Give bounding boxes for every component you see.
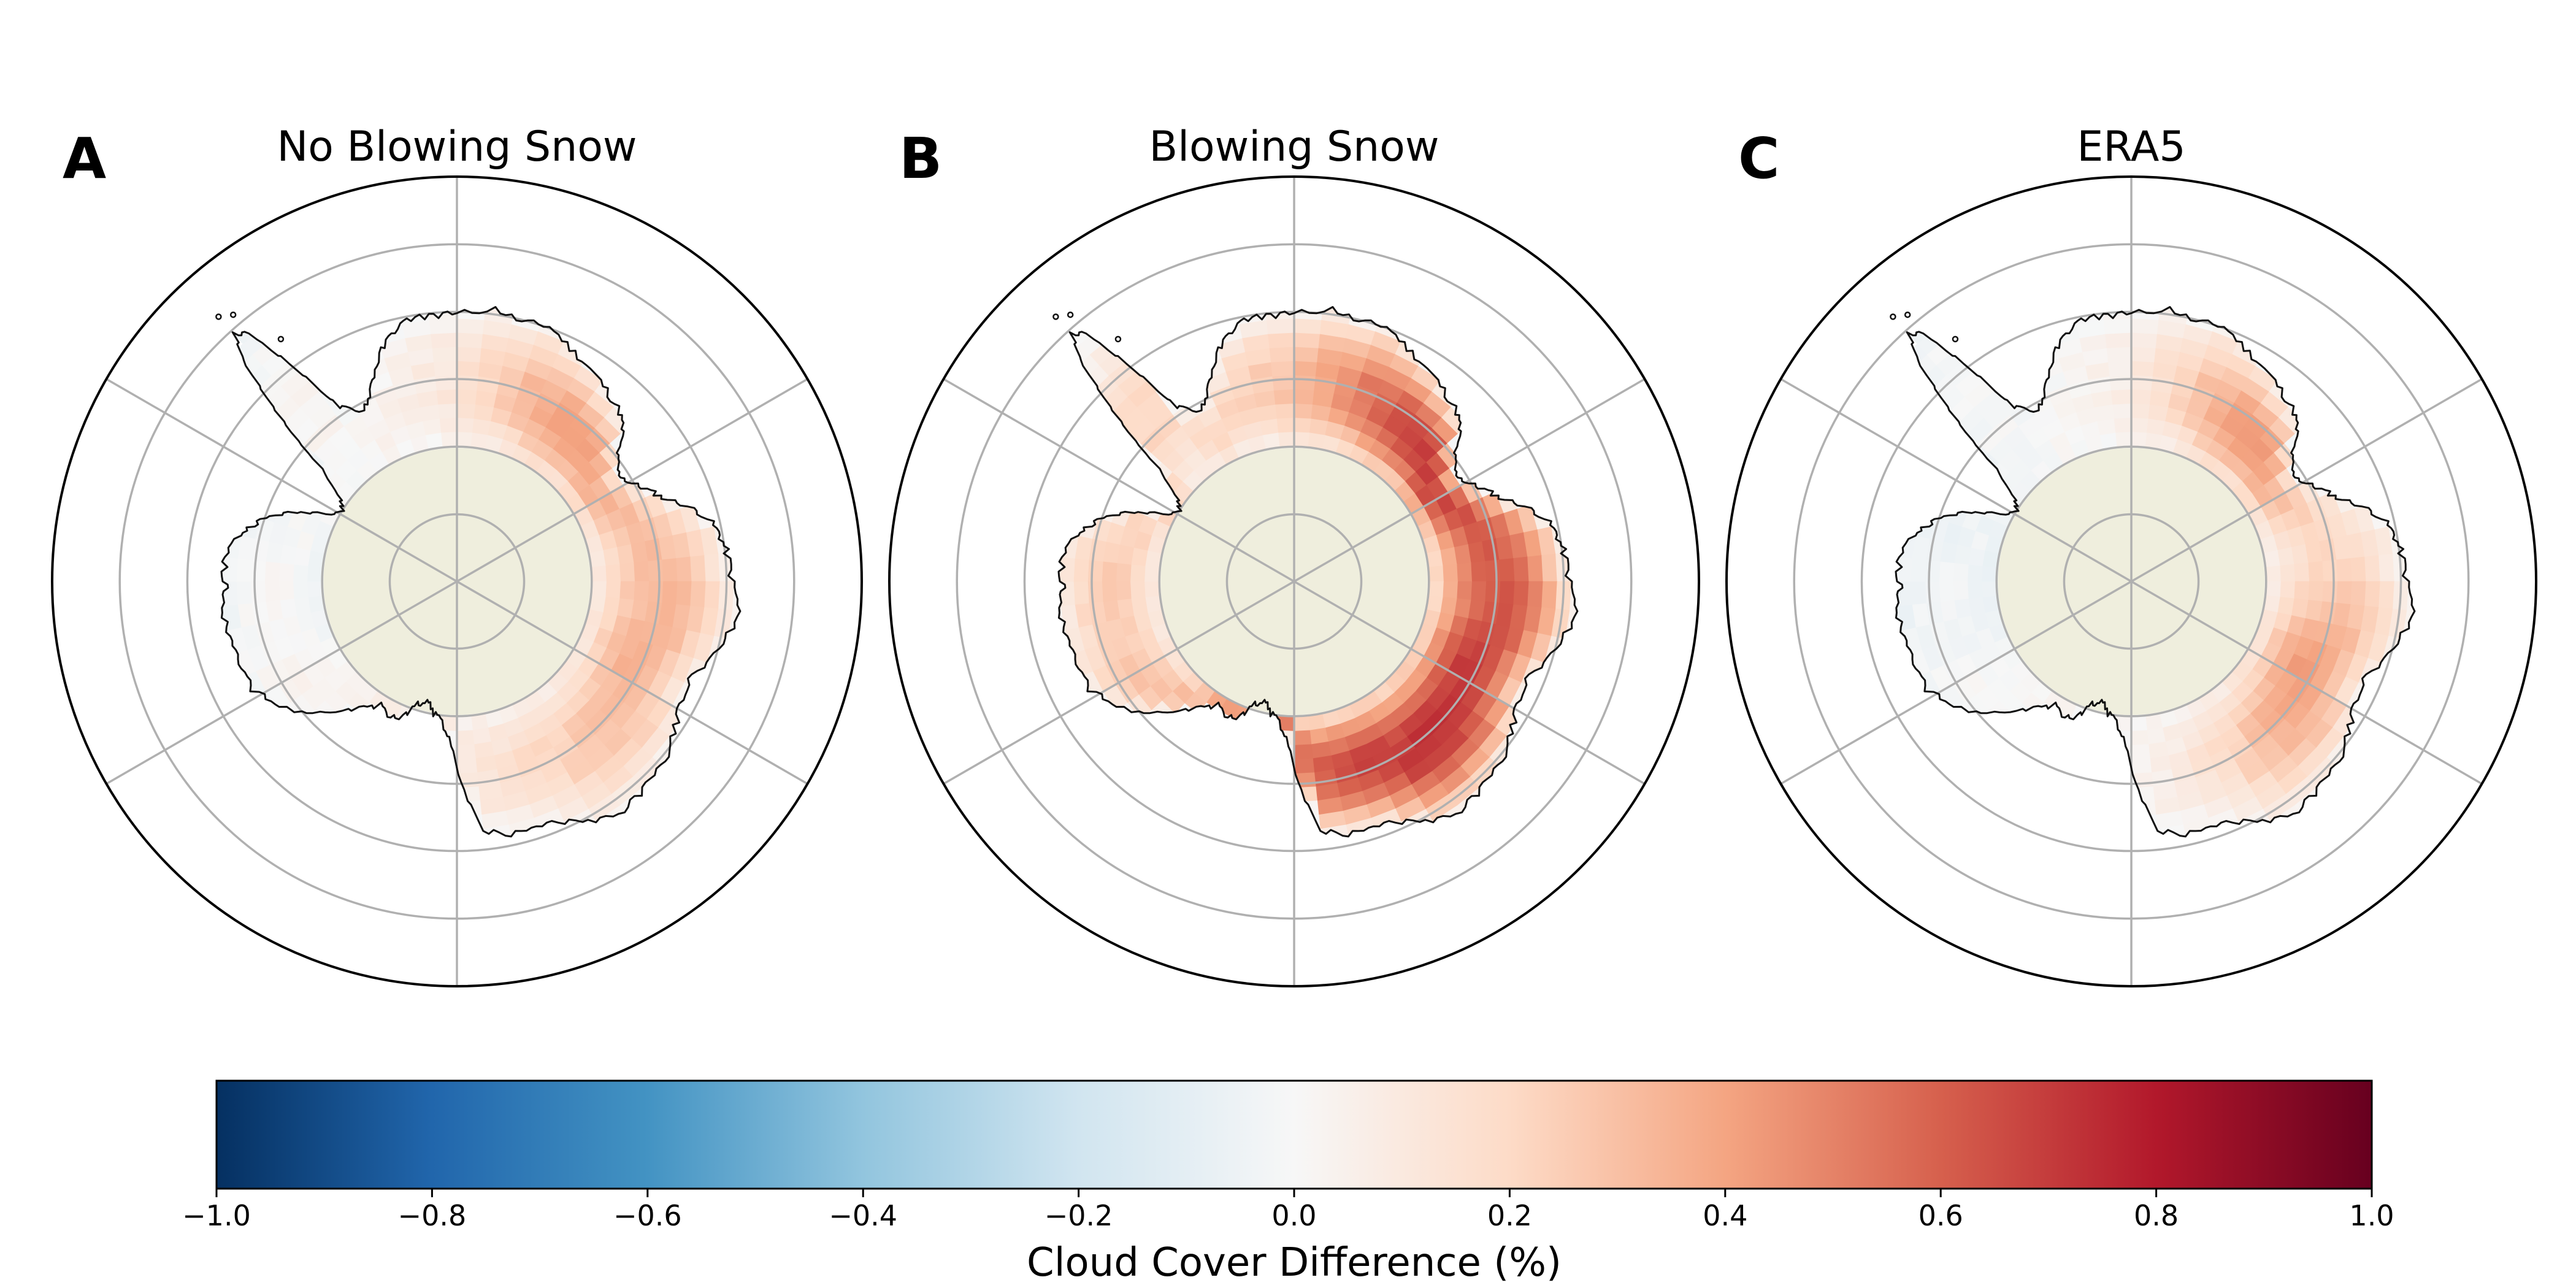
graticule <box>1780 177 2483 986</box>
colorbar-label: Cloud Cover Difference (%) <box>1027 1240 1562 1286</box>
panel-a: A No Blowing Snow <box>51 123 863 987</box>
colorbar-ticks: −1.0 −0.8 −0.6 −0.4 −0.2 0.0 0.2 0.4 0.6 0.8 1.0 <box>182 1189 2394 1232</box>
panel-title: No Blowing Snow <box>277 123 637 171</box>
colorbar-tick-label: −1.0 <box>182 1199 251 1232</box>
colorbar-tick-label: 0.2 <box>1487 1199 1532 1232</box>
colorbar-tick-label: −0.8 <box>398 1199 467 1232</box>
panel-b: B Blowing Snow <box>888 123 1700 987</box>
antarctica-map <box>51 175 863 987</box>
coastline <box>220 306 742 838</box>
panel-title: Blowing Snow <box>1149 123 1439 171</box>
colorbar-tick-label: 0.8 <box>2134 1199 2179 1232</box>
map-border <box>888 175 1700 987</box>
island <box>277 335 285 343</box>
colorbar-tick-label: 1.0 <box>2349 1199 2394 1232</box>
island <box>1114 335 1122 343</box>
coastline <box>1895 306 2416 838</box>
map-border <box>51 175 863 987</box>
panel-letter: B <box>899 126 942 191</box>
colorbar-tick-label: −0.2 <box>1045 1199 1113 1232</box>
antarctica-map <box>888 175 1700 987</box>
island <box>1067 311 1074 318</box>
colorbar-tick-label: −0.4 <box>829 1199 897 1232</box>
panel-letter: C <box>1738 126 1780 191</box>
colorbar-tick-label: 0.6 <box>1919 1199 1963 1232</box>
panel-letter: A <box>63 126 106 191</box>
island <box>1904 311 1911 318</box>
island <box>1952 335 1959 343</box>
map-border <box>1725 175 2537 987</box>
island <box>1052 313 1059 320</box>
graticule <box>105 177 808 986</box>
graticule <box>943 177 1646 986</box>
antarctica-map <box>1725 175 2537 987</box>
colorbar-gradient <box>215 1079 2373 1190</box>
colorbar-tick-label: 0.4 <box>1703 1199 1747 1232</box>
island <box>1890 313 1896 320</box>
island <box>229 311 237 318</box>
colorbar-tick-label: −0.6 <box>613 1199 682 1232</box>
colorbar-tick-label: 0.0 <box>1271 1199 1316 1232</box>
panel-title: ERA5 <box>2077 123 2185 171</box>
colorbar: −1.0 −0.8 −0.6 −0.4 −0.2 0.0 0.2 0.4 0.6 0.8 1.0 C… <box>182 1079 2394 1286</box>
coastline <box>1057 306 1579 838</box>
panel-c: C ERA5 <box>1725 123 2537 987</box>
island <box>215 313 222 320</box>
